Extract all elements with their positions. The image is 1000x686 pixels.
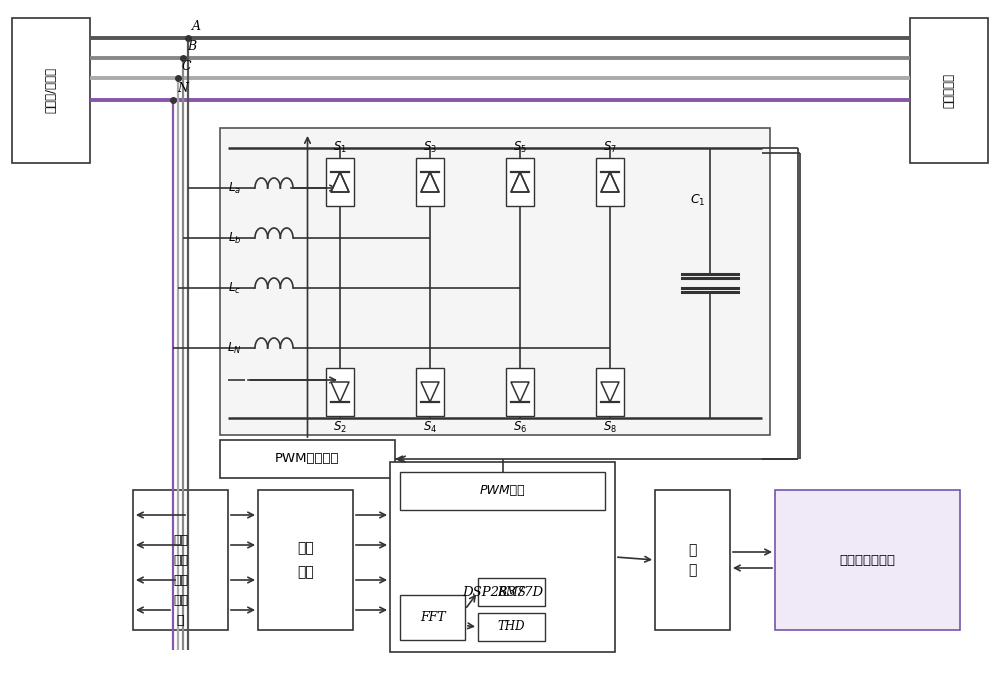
Text: FFT: FFT bbox=[420, 611, 445, 624]
Text: 电流: 电流 bbox=[173, 573, 188, 587]
Bar bbox=[400, 595, 465, 640]
Text: $S_8$: $S_8$ bbox=[603, 419, 617, 434]
Text: 监视控制及显示: 监视控制及显示 bbox=[840, 554, 896, 567]
Text: A: A bbox=[192, 19, 201, 32]
Bar bbox=[416, 158, 444, 206]
Bar bbox=[220, 440, 395, 478]
Text: 器: 器 bbox=[177, 613, 184, 626]
Text: $S_4$: $S_4$ bbox=[423, 419, 437, 434]
Text: 讯: 讯 bbox=[688, 563, 697, 577]
Bar bbox=[478, 578, 545, 606]
Text: 电路: 电路 bbox=[297, 565, 314, 579]
Polygon shape bbox=[511, 382, 529, 402]
Polygon shape bbox=[331, 382, 349, 402]
Text: $S_7$: $S_7$ bbox=[603, 139, 617, 154]
Text: DSP28377D: DSP28377D bbox=[462, 585, 543, 598]
Text: $L_a$: $L_a$ bbox=[228, 180, 241, 196]
Bar bbox=[655, 490, 730, 630]
Bar bbox=[220, 128, 770, 435]
Text: $L_b$: $L_b$ bbox=[228, 230, 241, 246]
Text: N: N bbox=[177, 82, 188, 95]
Text: THD: THD bbox=[498, 621, 525, 633]
Bar bbox=[775, 490, 960, 630]
Bar bbox=[12, 18, 90, 163]
Text: 电压: 电压 bbox=[173, 554, 188, 567]
Bar bbox=[478, 613, 545, 641]
Bar bbox=[326, 158, 354, 206]
Text: B: B bbox=[187, 40, 196, 53]
Polygon shape bbox=[511, 172, 529, 192]
Text: C: C bbox=[182, 60, 192, 73]
Text: RMS: RMS bbox=[497, 585, 526, 598]
Bar bbox=[390, 462, 615, 652]
Text: 滤波: 滤波 bbox=[297, 541, 314, 555]
Polygon shape bbox=[601, 172, 619, 192]
Bar bbox=[506, 158, 534, 206]
Text: 霍尔: 霍尔 bbox=[173, 534, 188, 547]
Text: 传感: 传感 bbox=[173, 593, 188, 606]
Text: $S_2$: $S_2$ bbox=[333, 419, 347, 434]
Bar bbox=[910, 18, 988, 163]
Text: $L_N$: $L_N$ bbox=[227, 340, 241, 355]
Text: PWM驱动模块: PWM驱动模块 bbox=[275, 453, 340, 466]
Text: $S_5$: $S_5$ bbox=[513, 139, 527, 154]
Bar bbox=[506, 368, 534, 416]
Bar bbox=[258, 490, 353, 630]
Text: 不平衡负载: 不平衡负载 bbox=[942, 73, 956, 108]
Text: $S_6$: $S_6$ bbox=[513, 419, 527, 434]
Bar bbox=[133, 490, 228, 630]
Text: $C_1$: $C_1$ bbox=[690, 193, 705, 208]
Bar bbox=[326, 368, 354, 416]
Bar bbox=[596, 158, 624, 206]
Text: $L_c$: $L_c$ bbox=[228, 281, 241, 296]
Text: PWM计算: PWM计算 bbox=[480, 484, 525, 497]
Polygon shape bbox=[421, 382, 439, 402]
Polygon shape bbox=[331, 172, 349, 192]
Polygon shape bbox=[421, 172, 439, 192]
Text: $S_1$: $S_1$ bbox=[333, 139, 347, 154]
Bar bbox=[416, 368, 444, 416]
Bar bbox=[400, 472, 605, 510]
Bar bbox=[596, 368, 624, 416]
Text: 断路器/开关器: 断路器/开关器 bbox=[44, 67, 58, 113]
Polygon shape bbox=[601, 382, 619, 402]
Text: $S_3$: $S_3$ bbox=[423, 139, 437, 154]
Text: 通: 通 bbox=[688, 543, 697, 557]
